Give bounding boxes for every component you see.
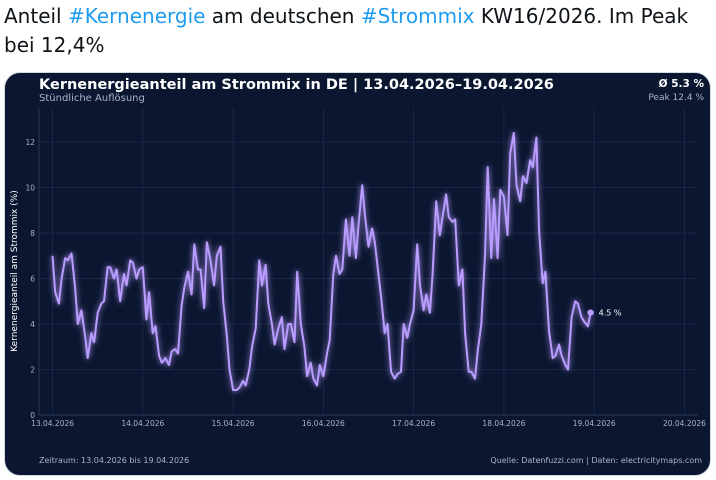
- tweet-text-part: am deutschen: [205, 4, 361, 28]
- last-value-label: 4.5 %: [599, 309, 622, 318]
- axes: 0 2 4 6 8 10 12 13.04.2026 14.04.2026 15.04.2026 1…: [25, 108, 706, 428]
- average-stat: Ø 5.3 %: [658, 78, 704, 90]
- chart-title: Kernenergieanteil am Strommix in DE | 13…: [39, 77, 554, 93]
- y-axis-label: Kernenergieanteil am Strommix (%): [10, 190, 20, 352]
- x-tick-label: 17.04.2026: [392, 419, 435, 428]
- tweet-text-part: Anteil: [4, 4, 68, 28]
- tweet-text-part: KW16/2026. Im Peak bei 12,4%: [4, 4, 689, 57]
- series: 4.5 %: [51, 132, 622, 391]
- nuclear-share-line: [51, 132, 592, 391]
- y-tick-label: 8: [30, 229, 35, 238]
- y-tick-label: 12: [25, 138, 35, 147]
- y-tick-label: 2: [30, 366, 35, 375]
- hashtag-kernenergie-link[interactable]: #Kernenergie: [67, 4, 206, 28]
- chart-image-card[interactable]: 0 2 4 6 8 10 12 13.04.2026 14.04.2026 15.04.2026 1…: [4, 72, 711, 476]
- tweet-text: Anteil #Kernenergie am deutschen #Stromm…: [4, 2, 710, 60]
- x-tick-label: 15.04.2026: [212, 419, 255, 428]
- x-tick-label: 19.04.2026: [573, 419, 616, 428]
- x-tick-label: 14.04.2026: [121, 419, 164, 428]
- y-tick-label: 0: [30, 411, 35, 420]
- source-footer: Quelle: Datenfuzzi.com | Daten: electric…: [490, 456, 702, 465]
- line-chart: 0 2 4 6 8 10 12 13.04.2026 14.04.2026 15.04.2026 1…: [10, 108, 706, 428]
- last-value-marker: [587, 309, 594, 316]
- peak-stat: Peak 12.4 %: [648, 93, 704, 103]
- x-tick-label: 13.04.2026: [31, 419, 74, 428]
- x-tick-label: 20.04.2026: [663, 419, 706, 428]
- x-tick-label: 16.04.2026: [302, 419, 345, 428]
- hashtag-strommix-link[interactable]: #Strommix: [360, 4, 475, 28]
- period-footer: Zeitraum: 13.04.2026 bis 19.04.2026: [39, 456, 190, 465]
- grid: [39, 108, 698, 416]
- y-tick-label: 6: [30, 275, 35, 284]
- chart-subtitle: Stündliche Auflösung: [39, 93, 145, 104]
- x-tick-label: 18.04.2026: [482, 419, 525, 428]
- y-tick-label: 10: [25, 184, 35, 193]
- y-tick-label: 4: [30, 320, 35, 329]
